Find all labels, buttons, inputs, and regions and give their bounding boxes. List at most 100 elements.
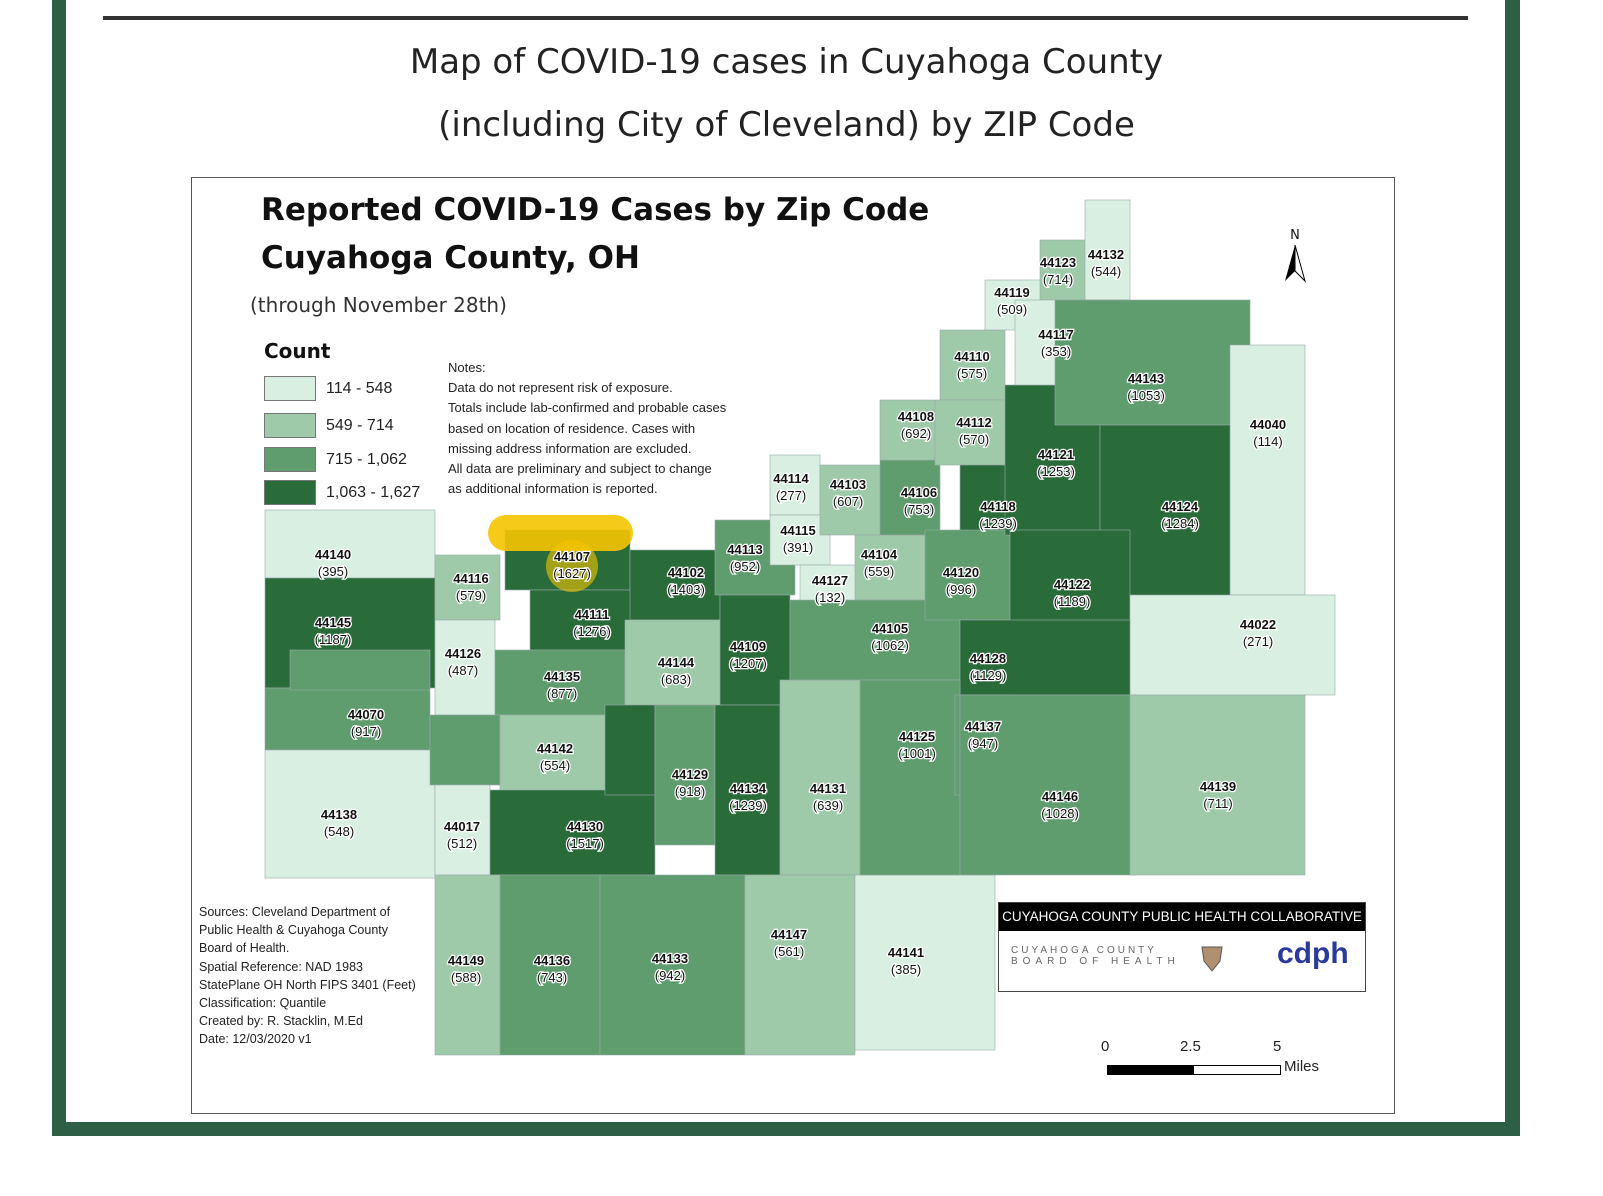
zip-shape [499, 714, 606, 791]
sources-line: Board of Health. [199, 941, 290, 956]
zip-shape [529, 589, 641, 651]
zip-label: 44112 [956, 415, 991, 430]
zip-count-label: (947) [968, 736, 998, 751]
zip-label: 44124 [1162, 499, 1199, 514]
notes-line: missing address information are excluded… [448, 440, 692, 456]
zip-area-44017 [434, 784, 491, 876]
zip-area-44103 [819, 464, 881, 536]
zip-count-label: (277) [776, 488, 806, 503]
zip-count-label: (271) [1243, 634, 1273, 649]
map-subtitle: (through November 28th) [250, 293, 507, 317]
zip-shape [604, 704, 656, 796]
zip-shape [879, 459, 941, 536]
zip-label: 44149 [448, 953, 484, 968]
scale-tick-2-5: 2.5 [1180, 1038, 1201, 1055]
zip-area-44141 [854, 874, 996, 1051]
logo-header: CUYAHOGA COUNTY PUBLIC HEALTH COLLABORAT… [999, 903, 1365, 931]
zip-shape [854, 534, 926, 601]
map-title-line1: Reported COVID-19 Cases by Zip Code [261, 192, 930, 228]
zip-shape [879, 399, 936, 461]
zip-shape [264, 509, 436, 579]
notes-line: based on location of residence. Cases wi… [448, 420, 696, 436]
zip-shape [434, 784, 491, 876]
zip-count-label: (877) [547, 686, 577, 701]
zip-area-44146 [959, 694, 1136, 876]
sources-line: Classification: Quantile [199, 996, 327, 1011]
zip-count-label: (544) [1091, 264, 1121, 279]
page-title-line1: Map of COVID-19 cases in Cuyahoga County [409, 42, 1164, 82]
legend-swatch [264, 480, 316, 505]
zip-area-44112 [934, 399, 1006, 466]
board-line2: BOARD OF HEALTH [1011, 956, 1180, 967]
zip-label: 44125 [899, 729, 935, 744]
zip-count-label: (353) [1041, 344, 1071, 359]
zip-count-label: (683) [661, 672, 691, 687]
zip-area-44129 [654, 704, 716, 846]
notes-line: as additional information is reported. [448, 481, 658, 497]
zip-shape [719, 594, 791, 706]
zip-label: 44111 [575, 607, 610, 622]
zip-shape [1054, 299, 1251, 426]
public-health-shield-icon [1201, 946, 1223, 972]
zip-area-44104 [854, 534, 926, 601]
zip-area-44022 [1129, 594, 1336, 696]
scale-bar-black [1107, 1065, 1195, 1075]
zip-count-label: (1187) [315, 632, 352, 647]
zip-shape [624, 619, 721, 706]
zip-count-label: (1403) [667, 582, 705, 597]
sources-line: Date: 12/03/2020 v1 [199, 1032, 312, 1047]
zip-label: 44133 [652, 951, 688, 966]
zip-label: 44126 [445, 646, 481, 661]
legend-swatch [264, 376, 316, 401]
highlight-marker [488, 515, 633, 551]
legend-label: 1,063 - 1,627 [326, 483, 421, 501]
north-label: N [1290, 228, 1300, 243]
zip-label: 44070 [348, 707, 384, 722]
zip-label: 44139 [1200, 779, 1236, 794]
zip-label: 44137 [965, 719, 1001, 734]
zip-shape [1084, 199, 1131, 301]
zip-label: 44134 [730, 781, 767, 796]
zip-area-44114 [769, 454, 821, 516]
zip-area-44110 [939, 329, 1006, 401]
zip-count-label: (575) [957, 366, 987, 381]
zip-shape [959, 694, 1136, 876]
zip-count-label: (952) [730, 559, 760, 574]
zip-count-label: (942) [655, 968, 685, 983]
zip-label: 44145 [315, 615, 351, 630]
zip-area-44131 [779, 679, 861, 876]
zip-shape [499, 874, 601, 1056]
bottom-border [52, 1122, 1520, 1136]
notes-line: Totals include lab-confirmed and probabl… [448, 400, 727, 416]
zip-area-44102 [629, 549, 721, 621]
legend-swatch [264, 413, 316, 438]
zip-label: 44136 [534, 953, 570, 968]
zip-shape [924, 529, 1011, 621]
north-arrow-icon [1285, 244, 1306, 283]
zip-area-44108 [879, 399, 936, 461]
zip-area-44111 [529, 589, 641, 651]
zip-count-label: (1284) [1161, 516, 1199, 531]
zip-area-44128 [959, 619, 1131, 696]
legend-class-1: 114 - 548 [264, 376, 392, 401]
scale-tick-5: 5 [1273, 1038, 1282, 1055]
zip-count-label: (1053) [1127, 388, 1165, 403]
zip-label: 44119 [994, 285, 1029, 300]
zip-count-label: (487) [448, 663, 478, 678]
legend-class-4: 1,063 - 1,627 [264, 480, 420, 505]
scale-tick-0: 0 [1101, 1038, 1110, 1055]
board-line1: CUYAHOGA COUNTY [1011, 945, 1157, 956]
zip-area-44132 [1084, 199, 1131, 301]
sources-line: Spatial Reference: NAD 1983 [199, 959, 363, 974]
zip-area-44126 [434, 619, 496, 716]
zip-shape [744, 874, 856, 1056]
zip-count-label: (918) [675, 784, 705, 799]
map-notes: Notes: Data do not represent risk of exp… [448, 358, 726, 499]
zip-label: 44140 [315, 547, 351, 562]
zip-count-label: (996) [946, 582, 976, 597]
zip-label: 44129 [672, 767, 708, 782]
zip-count-label: (512) [447, 836, 477, 851]
zip-shape [629, 549, 721, 621]
zip-count-label: (743) [537, 970, 567, 985]
zip-label: 44017 [444, 819, 480, 834]
